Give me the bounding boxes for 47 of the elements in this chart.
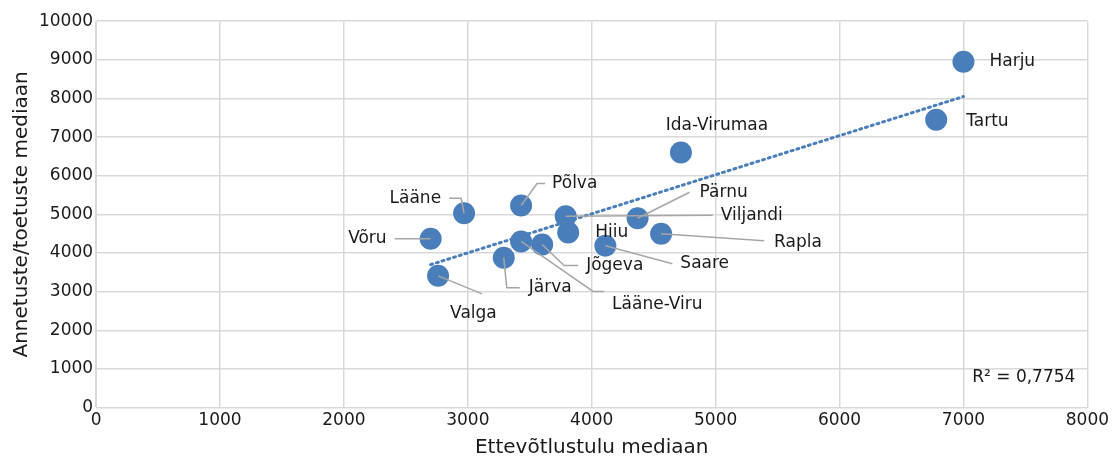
annotation: R² = 0,7754 <box>972 366 1076 387</box>
annotation: Lääne-Viru <box>612 292 703 313</box>
point <box>510 230 533 253</box>
annotation: Järva <box>527 276 572 297</box>
annotation: Harju <box>989 50 1036 71</box>
point <box>650 222 673 245</box>
x-tick-label: 1000 <box>198 409 242 430</box>
annotation: Võru <box>348 227 387 248</box>
y-tick-label: 7000 <box>49 125 94 146</box>
annotation: Valga <box>450 302 497 323</box>
y-tick-label: 10000 <box>38 9 94 30</box>
x-tick-label: 2000 <box>322 409 366 430</box>
annotation: Põlva <box>552 171 598 192</box>
x-tick-label: 8000 <box>1065 409 1109 430</box>
point <box>427 264 450 287</box>
y-tick-label: 9000 <box>49 48 94 69</box>
y-axis-title: Annetuste/toetuste mediaan <box>8 71 33 358</box>
y-tick-label: 5000 <box>49 202 94 223</box>
x-tick-label: 5000 <box>694 409 738 430</box>
annotation: Rapla <box>774 231 822 252</box>
y-tick-label: 2000 <box>49 318 94 339</box>
x-axis-title: Ettevõtlustulu mediaan <box>474 434 709 459</box>
x-tick-label: 7000 <box>941 409 986 430</box>
annotation: Viljandi <box>720 203 783 224</box>
y-tick-label: 3000 <box>49 280 94 301</box>
point <box>557 221 580 244</box>
point <box>419 227 442 250</box>
point <box>492 246 515 269</box>
annotation: Ida-Virumaa <box>665 114 769 134</box>
point <box>510 194 533 217</box>
x-tick-label: 3000 <box>446 409 490 430</box>
point <box>952 50 975 73</box>
annotation: Saare <box>680 252 730 273</box>
annotation: Pärnu <box>699 180 748 201</box>
annotation: Lääne <box>389 186 442 207</box>
y-tick-label: 6000 <box>49 164 94 185</box>
point <box>925 108 948 131</box>
annotation: Tartu <box>965 110 1009 131</box>
annotation: Jõgeva <box>585 253 644 274</box>
y-tick-label: 8000 <box>49 86 94 107</box>
y-tick-label: 4000 <box>49 241 94 262</box>
point <box>669 141 692 164</box>
y-tick-label: 1000 <box>49 357 94 378</box>
point <box>453 202 476 225</box>
annotation: Hiiu <box>595 220 629 241</box>
x-tick-label: 4000 <box>570 409 614 430</box>
x-tick-label: 6000 <box>817 409 862 430</box>
